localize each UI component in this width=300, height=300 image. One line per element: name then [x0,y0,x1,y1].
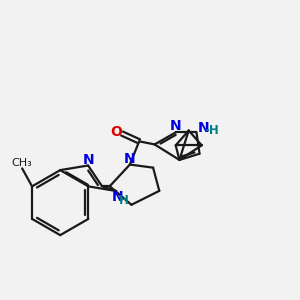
Text: N: N [197,121,209,135]
Text: N: N [83,153,95,167]
Text: N: N [170,119,182,134]
Text: H: H [119,194,129,207]
Text: -H: -H [205,124,219,137]
Text: CH₃: CH₃ [12,158,32,168]
Text: O: O [111,125,122,139]
Text: N: N [111,190,123,204]
Text: N: N [123,152,135,166]
